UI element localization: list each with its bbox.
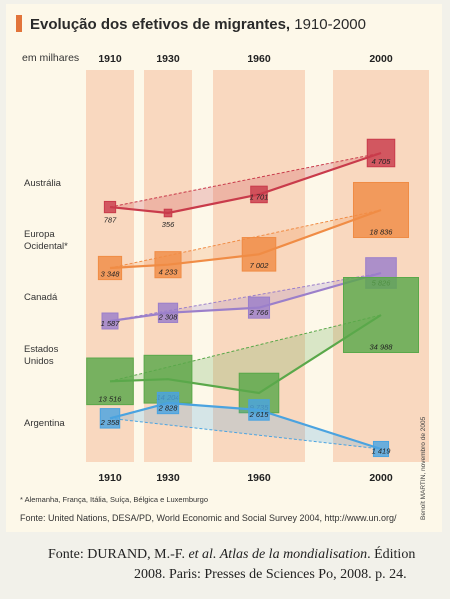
value-label-4-2: 2 615 [249, 410, 270, 419]
series-label-3-0: Estados [24, 344, 59, 355]
citation: Fonte: DURAND, M.-F. et al. Atlas de la … [48, 545, 415, 585]
value-label-1-0: 3 348 [101, 270, 121, 279]
year-label-bottom-1910: 1910 [98, 472, 122, 484]
series-line-2 [109, 271, 382, 323]
series-line-1 [109, 208, 382, 270]
citation-line-2: 2008. Paris: Presses de Sciences Po, 200… [134, 567, 407, 582]
year-label-top-1930: 1930 [156, 53, 180, 65]
series-line-4 [109, 401, 382, 451]
series-area-4 [110, 403, 381, 449]
value-label-4-3: 1 419 [372, 447, 392, 456]
year-label-bottom-1960: 1960 [247, 472, 271, 484]
footnote: * Alemanha, França, Itália, Suíça, Bélgi… [20, 495, 209, 504]
migrant-chart: 1910 1910 1930 1930 1960 1960 2000 2000 787 356 1 … [24, 53, 429, 484]
title-bar: Evolução dos efetivos de migrantes, 1910… [6, 4, 442, 44]
year-label-bottom-1930: 1930 [156, 472, 180, 484]
data-source: Fonte: United Nations, DESA/PD, World Ec… [20, 513, 397, 523]
series-label-4-0: Argentina [24, 418, 65, 429]
series-label-3-1: Unidos [24, 356, 54, 367]
citation-line-1: Fonte: DURAND, M.-F. et al. Atlas de la … [48, 547, 416, 562]
value-label-0-0: 787 [104, 216, 117, 225]
value-label-0-3: 4 705 [372, 157, 392, 166]
year-label-bottom-2000: 2000 [369, 472, 393, 484]
year-label-top-2000: 2000 [369, 53, 393, 65]
value-label-2-0: 1 587 [101, 319, 121, 328]
value-label-2-1: 2 308 [158, 312, 179, 321]
value-label-0-2: 1 701 [250, 193, 269, 202]
value-label-4-1: 2 828 [158, 404, 179, 413]
value-label-0-1: 356 [162, 220, 175, 229]
series-label-0-0: Austrália [24, 178, 62, 189]
year-label-top-1910: 1910 [98, 53, 122, 65]
year-label-top-1960: 1960 [247, 53, 271, 65]
value-label-1-2: 7 002 [250, 261, 270, 270]
series-area-0 [110, 153, 381, 213]
chart-title-years: 1910-2000 [290, 16, 366, 33]
series-line-0 [109, 151, 382, 215]
series-trend-2 [109, 272, 382, 322]
series-trend-4 [109, 417, 382, 450]
title-marker [16, 15, 22, 32]
series-label-1-1: Ocidental* [24, 241, 68, 252]
chart-title: Evolução dos efetivos de migrantes, 1910… [30, 16, 366, 33]
value-label-3-3: 34 988 [370, 343, 394, 352]
unit-label: em milhares [22, 52, 80, 64]
value-label-1-3: 18 836 [370, 228, 394, 237]
series-label-2-0: Canadá [24, 292, 58, 303]
series-label-1-0: Europa [24, 229, 55, 240]
value-label-2-2: 2 766 [249, 308, 270, 317]
bar-1-2 [241, 237, 277, 272]
series-line-3 [109, 314, 382, 395]
map-credit: Benoît MARTIN, novembro de 2005 [420, 416, 427, 520]
value-label-1-1: 4 233 [159, 268, 179, 277]
chart-title-main: Evolução dos efetivos de migrantes, [30, 16, 291, 33]
value-label-3-0: 13 516 [99, 395, 123, 404]
series-trend-0 [109, 152, 382, 208]
value-label-4-0: 2 358 [100, 418, 121, 427]
